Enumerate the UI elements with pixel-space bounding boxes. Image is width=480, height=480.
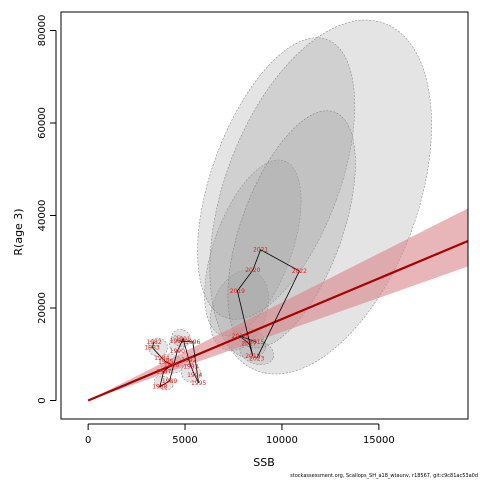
year-label-1993: 1993 [183,363,198,370]
plot-frame [60,11,469,420]
year-label-1987: 1987 [156,368,171,375]
footer-text: stockassessment.org, Scallops_SH_a18_wta… [290,473,478,479]
x-axis: 0 5000 10000 15000 [85,423,395,446]
uncertainty-ellipse [227,110,356,349]
year-label-2023: 2023 [249,355,264,362]
year-label-1985: 1985 [158,359,173,366]
year-label-1988: 1988 [152,384,167,391]
year-label-2017: 2017 [241,341,256,348]
year-label-1982: 1982 [146,339,161,346]
year-label-1994: 1994 [187,372,202,379]
x-tick-label: 0 [85,435,91,446]
year-label-1997: 1997 [170,338,185,345]
x-axis-title: SSB [253,456,275,469]
year-label-1991: 1991 [175,336,190,343]
year-label-1984: 1984 [154,355,169,362]
year-label-2020: 2020 [245,267,260,274]
confidence-band-area [88,208,468,401]
year-label-2022: 2022 [292,268,307,275]
y-tick-label: 20000 [37,292,48,324]
x-tick-label: 5000 [172,435,197,446]
year-label-2018: 2018 [245,353,260,360]
y-axis: 0 20000 40000 60000 80000 [37,15,57,404]
time-path-line [151,337,200,388]
year-label-2016: 2016 [232,333,247,340]
uncertainty-ellipse [204,159,302,337]
x-tick-label: 15000 [363,435,395,446]
time-path-line [236,249,300,359]
year-label-2021: 2021 [253,247,268,254]
year-label-2019: 2019 [230,288,245,295]
uncertainty-ellipse [197,37,355,320]
year-label-1995: 1995 [191,380,206,387]
year-label-1996: 1996 [185,339,200,346]
year-label-1983: 1983 [144,344,159,351]
uncertainty-ellipse [154,375,174,391]
year-label-1986: 1986 [164,362,179,369]
y-tick-label: 80000 [37,15,48,47]
x-tick-label: 10000 [266,435,298,446]
time-path [151,249,300,388]
year-label-2015: 2015 [249,339,264,346]
fitted-line-segment [87,239,468,402]
confidence-band [88,208,468,401]
year-label-1992: 1992 [181,357,196,364]
year-label-1990: 1990 [170,348,185,355]
fitted-line [87,239,468,402]
y-tick-label: 0 [37,397,48,403]
uncertainty-ellipse [148,337,168,357]
y-tick-label: 40000 [37,200,48,232]
year-label-1989: 1989 [162,378,177,385]
y-tick-label: 60000 [37,107,48,139]
y-axis-title: R(age 3) [12,208,25,255]
